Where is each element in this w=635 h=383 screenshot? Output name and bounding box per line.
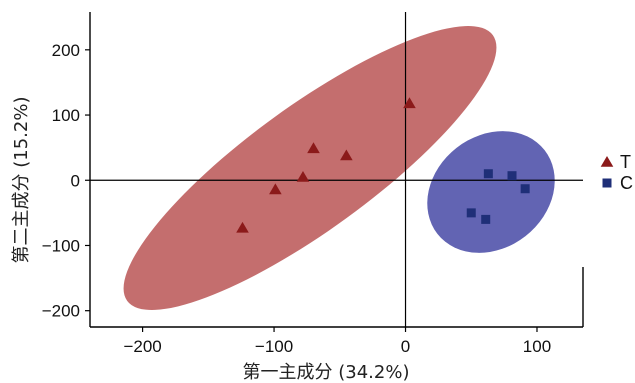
ellipse-c: [427, 131, 555, 253]
y-tick-label: 0: [71, 171, 80, 190]
x-tick-label: −200: [123, 337, 161, 356]
x-tick-label: 0: [401, 337, 410, 356]
point-t: [269, 183, 282, 195]
legend-marker-t: [600, 156, 614, 167]
x-tick-label: 100: [523, 337, 551, 356]
point-t: [340, 149, 353, 161]
y-tick-label: 200: [52, 41, 80, 60]
y-tick-label: −100: [42, 236, 80, 255]
legend: TC: [600, 152, 633, 193]
x-tick-label: −100: [255, 337, 293, 356]
point-c: [483, 169, 493, 179]
point-c: [466, 208, 476, 218]
point-t: [403, 97, 416, 109]
ellipse-t: [123, 26, 497, 310]
data-points: [236, 97, 530, 233]
legend-label-t: T: [620, 152, 631, 172]
point-c: [520, 184, 530, 194]
axis-labels: 第一主成分 (34.2%) 第二主成分 (15.2%): [11, 97, 409, 383]
axes: −200 −100 0 100 −200 −100 0 100 200: [42, 12, 584, 356]
y-tick-label: 100: [52, 106, 80, 125]
legend-marker-c: [602, 178, 612, 188]
legend-label-c: C: [620, 173, 633, 193]
x-axis-title: 第一主成分 (34.2%): [243, 362, 410, 383]
point-t: [236, 221, 249, 233]
point-t: [296, 171, 310, 182]
point-t: [307, 142, 320, 154]
confidence-ellipses: [123, 26, 555, 310]
y-axis-title: 第二主成分 (15.2%): [11, 97, 32, 264]
y-tick-label: −200: [42, 302, 80, 321]
point-c: [481, 214, 491, 224]
point-c: [507, 171, 517, 181]
